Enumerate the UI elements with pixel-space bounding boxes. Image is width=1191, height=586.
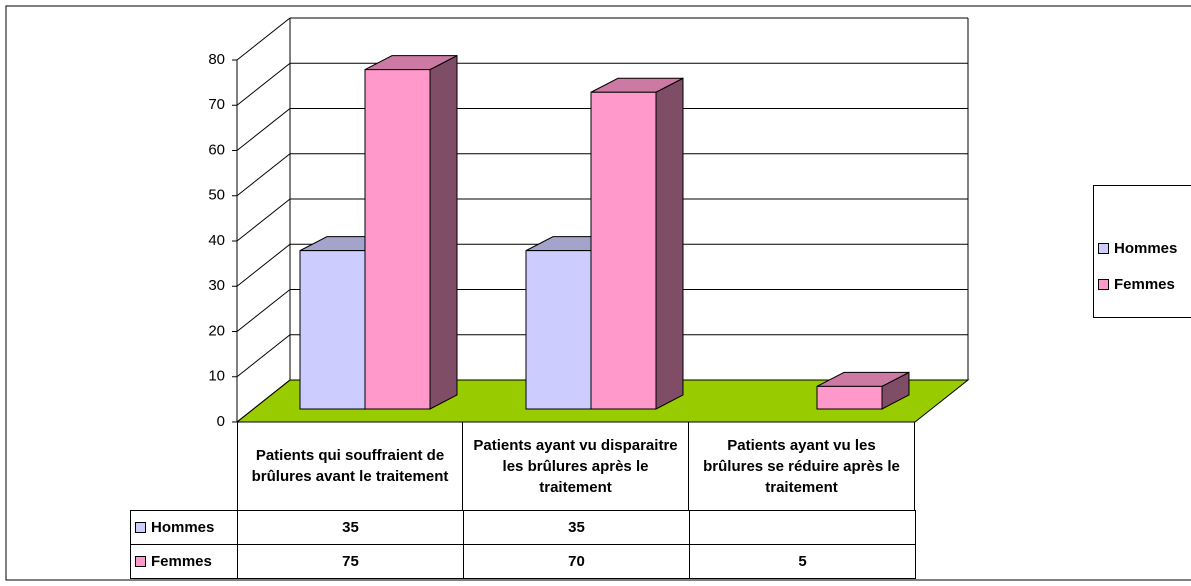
y-tick-label: 80 xyxy=(208,51,225,68)
bar xyxy=(299,250,366,410)
y-tick-label: 10 xyxy=(208,368,225,385)
y-tick-label: 20 xyxy=(208,322,225,339)
table-value xyxy=(689,510,916,545)
table-value: 35 xyxy=(237,510,464,545)
bar xyxy=(525,250,592,410)
table-value: 5 xyxy=(689,544,916,579)
table-value: 70 xyxy=(463,544,690,579)
table-row-label: Hommes xyxy=(130,510,238,545)
legend-swatch xyxy=(135,522,146,533)
table-series-name: Femmes xyxy=(151,553,212,570)
category-label: Patients qui souffraient de brûlures ava… xyxy=(237,422,463,510)
y-tick-label: 50 xyxy=(208,187,225,204)
bar-side xyxy=(655,77,684,410)
chart-border xyxy=(5,5,1191,581)
table-value: 75 xyxy=(237,544,464,579)
category-label: Patients ayant vu les brûlures se réduir… xyxy=(689,422,915,510)
y-tick-label: 30 xyxy=(208,277,225,294)
legend-label: Femmes xyxy=(1114,275,1175,293)
grid-line xyxy=(236,289,291,332)
legend-swatch xyxy=(1098,242,1109,254)
y-tick-label: 70 xyxy=(208,96,225,113)
table-series-name: Hommes xyxy=(151,519,215,536)
grid-line xyxy=(236,153,291,197)
category-label: Patients ayant vu disparaitre les brûlur… xyxy=(463,422,689,510)
bar xyxy=(816,385,883,410)
legend-label: Hommes xyxy=(1114,239,1178,257)
legend-swatch xyxy=(1098,278,1109,290)
table-row-label: Femmes xyxy=(130,544,238,579)
legend-entry: Femmes xyxy=(1098,272,1175,296)
grid-line xyxy=(236,62,291,106)
y-tick-label: 0 xyxy=(217,413,225,430)
legend xyxy=(1093,185,1191,318)
bar xyxy=(590,91,657,410)
bar xyxy=(364,69,431,410)
grid-line xyxy=(236,243,291,287)
grid-line xyxy=(236,379,291,423)
grid-line xyxy=(236,17,291,61)
y-tick-label: 40 xyxy=(208,232,225,249)
y-tick-label: 60 xyxy=(208,141,225,158)
legend-swatch xyxy=(135,556,146,567)
table-value: 35 xyxy=(463,510,690,545)
grid-line xyxy=(236,108,291,151)
legend-entry: Hommes xyxy=(1098,236,1177,260)
grid-line xyxy=(236,334,291,378)
bar-side xyxy=(429,54,458,410)
grid-line xyxy=(236,198,291,242)
